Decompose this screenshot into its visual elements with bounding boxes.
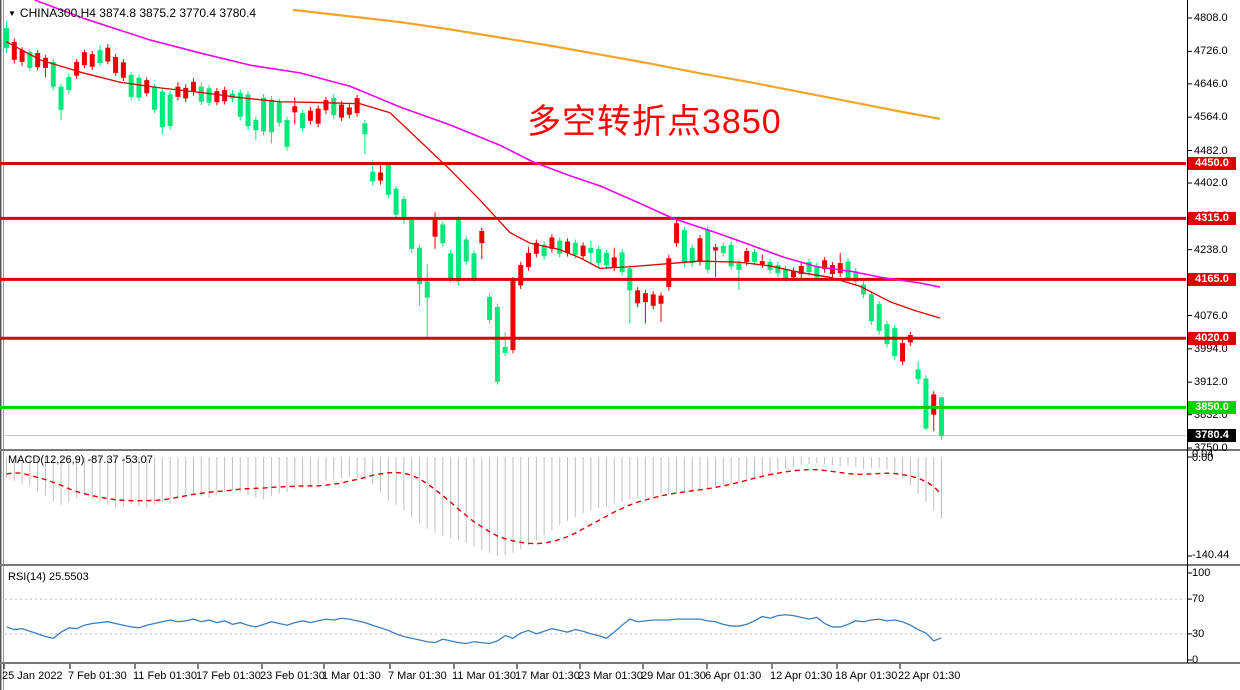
panel-separator-macd [0,449,1240,451]
window-left-border-inner [3,0,4,690]
rsi-line [6,614,942,645]
window-left-border [0,0,2,690]
price-axis-border [1187,0,1188,663]
candles [4,21,945,440]
ma-fast-line [5,41,941,319]
macd-signal-line [6,468,942,545]
axis-separator [0,662,1240,664]
panel-separator-rsi [0,564,1240,566]
macd-histogram [6,457,943,556]
ma-slow-line [292,8,941,120]
ma-mid-line [34,0,941,288]
